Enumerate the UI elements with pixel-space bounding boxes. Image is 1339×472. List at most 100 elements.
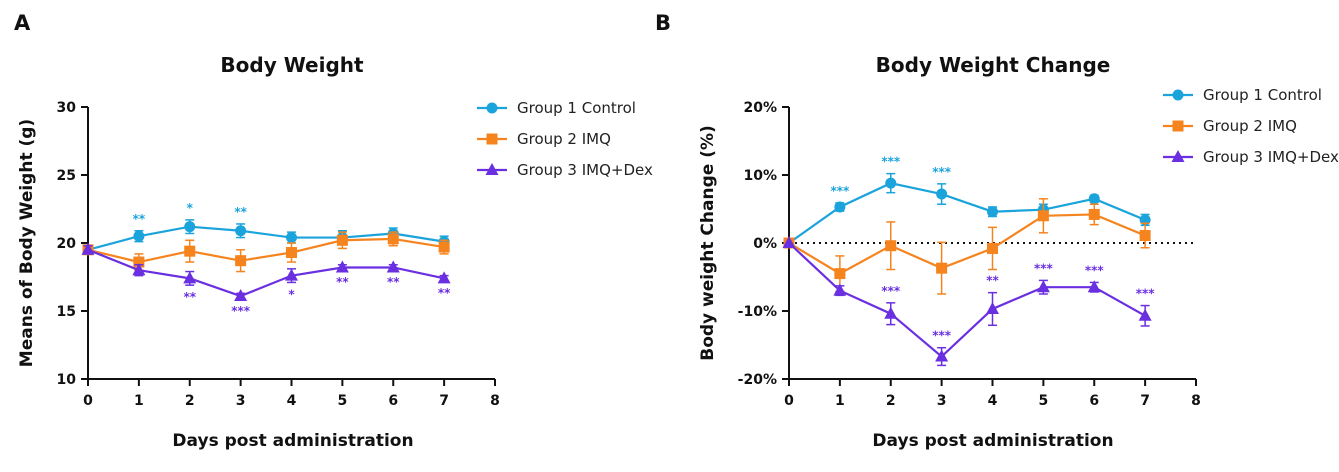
x-tick-label: 8 — [1191, 393, 1201, 409]
data-point-square-marker — [1139, 230, 1151, 242]
series-line — [788, 242, 1146, 359]
x-tick-label: 2 — [185, 393, 195, 409]
legend-label: Group 1 Control — [517, 99, 636, 117]
data-point-triangle-marker — [386, 260, 400, 273]
data-point-triangle-marker — [833, 283, 847, 296]
plot-area-a: *** ********** **** — [81, 201, 451, 318]
significance-stars: *** — [1034, 261, 1054, 275]
data-point-square-marker — [286, 247, 297, 259]
y-tick-label: -10% — [738, 304, 777, 320]
significance-stars: *** — [830, 184, 850, 198]
significance-stars: *** — [231, 304, 251, 318]
legend-item: Group 2 IMQ — [1163, 117, 1297, 135]
x-tick-label: 1 — [835, 393, 845, 409]
series-line — [87, 248, 445, 298]
significance-stars: *** — [932, 165, 952, 179]
legend-label: Group 3 IMQ+Dex — [1203, 148, 1339, 166]
significance-stars: ** — [438, 286, 451, 300]
panel-letter-b: B — [655, 11, 671, 35]
legend-item: Group 3 IMQ+Dex — [1163, 148, 1339, 166]
data-point-triangle-marker — [234, 289, 248, 302]
x-tick-label: 2 — [886, 393, 896, 409]
data-point-circle-marker — [286, 232, 297, 244]
axes-b: -20% -10% 0% 10% 20% 0 1 2 3 4 5 6 7 8 — [738, 100, 1201, 409]
significance-stars: ** — [183, 290, 196, 304]
x-tick-label: 8 — [490, 393, 500, 409]
x-tick-label: 4 — [287, 393, 297, 409]
chart-title-a: Body Weight — [220, 53, 364, 77]
significance-stars: *** — [881, 284, 901, 298]
y-axis-label-a: Means of Body Weight (g) — [17, 119, 37, 367]
legend-label: Group 2 IMQ — [1203, 117, 1297, 135]
legend-item: Group 1 Control — [1163, 86, 1322, 104]
panel-letter-a: A — [14, 11, 31, 35]
data-point-triangle-marker — [782, 236, 796, 248]
data-point-triangle-marker — [884, 306, 898, 319]
x-tick-label: 6 — [388, 393, 398, 409]
data-point-square-marker — [885, 240, 897, 252]
legend-label: Group 3 IMQ+Dex — [517, 161, 653, 179]
significance-stars: * — [187, 201, 194, 215]
legend-label: Group 2 IMQ — [517, 130, 611, 148]
data-point-triangle-marker — [986, 301, 999, 314]
x-axis-label-a: Days post administration — [172, 431, 413, 451]
legend-item: Group 2 IMQ — [477, 130, 611, 148]
data-point-circle-marker — [184, 221, 196, 233]
data-point-circle-marker — [987, 206, 998, 218]
series-line — [87, 225, 445, 251]
data-point-triangle-marker — [935, 349, 949, 362]
data-point-square-marker — [834, 268, 846, 280]
x-tick-label: 0 — [83, 393, 93, 409]
legend-circle-marker — [1172, 89, 1184, 101]
data-point-triangle-marker — [1138, 308, 1152, 321]
x-axis-label-b: Days post administration — [872, 431, 1113, 451]
y-tick-label: 20 — [57, 236, 77, 252]
significance-stars: ** — [336, 275, 349, 289]
significance-stars: *** — [932, 329, 952, 343]
x-tick-label: 7 — [1140, 393, 1150, 409]
legend-triangle-marker — [1171, 150, 1185, 162]
data-point-triangle-marker — [81, 242, 95, 255]
x-tick-label: 7 — [439, 393, 449, 409]
x-tick-label: 3 — [937, 393, 947, 409]
y-tick-label: -20% — [738, 372, 777, 388]
series-group: *** ** — [82, 201, 450, 256]
data-point-square-marker — [1088, 208, 1100, 220]
x-tick-label: 0 — [784, 393, 794, 409]
data-point-circle-marker — [885, 177, 897, 189]
data-point-triangle-marker — [1036, 280, 1050, 293]
legend-circle-marker — [486, 102, 498, 114]
data-point-triangle-marker — [285, 268, 298, 281]
data-point-circle-marker — [834, 201, 846, 213]
series-group — [783, 198, 1151, 295]
data-point-circle-marker — [235, 225, 247, 237]
series-group: *********** ****** — [782, 236, 1155, 367]
axes-a: 10 15 20 25 30 0 1 2 3 4 5 6 7 8 — [57, 100, 500, 409]
y-tick-label: 0% — [753, 236, 777, 252]
significance-stars: ** — [133, 212, 146, 226]
legend-triangle-marker — [485, 163, 499, 175]
legend-item: Group 1 Control — [477, 99, 636, 117]
significance-stars: ** — [387, 275, 400, 289]
series-group: ******** **** — [81, 242, 451, 318]
x-tick-label: 4 — [988, 393, 998, 409]
data-point-circle-marker — [133, 230, 145, 242]
significance-stars: *** — [1085, 263, 1105, 277]
x-tick-label: 1 — [134, 393, 144, 409]
panel-b: B Body Weight Change Days post administr… — [655, 11, 1339, 451]
x-tick-label: 3 — [236, 393, 246, 409]
y-tick-label: 30 — [57, 100, 77, 116]
legend-square-marker — [486, 133, 498, 145]
data-point-square-marker — [184, 245, 196, 257]
y-tick-label: 15 — [57, 304, 76, 320]
chart-title-b: Body Weight Change — [876, 53, 1111, 77]
y-tick-label: 10% — [743, 168, 777, 184]
series-group: *** *** *** — [783, 155, 1151, 249]
y-axis-label-b: Body weight Change (%) — [698, 125, 718, 361]
legend-square-marker — [1172, 120, 1184, 132]
data-point-square-marker — [936, 262, 948, 274]
significance-stars: ** — [986, 274, 999, 288]
significance-stars: *** — [881, 155, 901, 169]
series-line — [788, 182, 1146, 244]
